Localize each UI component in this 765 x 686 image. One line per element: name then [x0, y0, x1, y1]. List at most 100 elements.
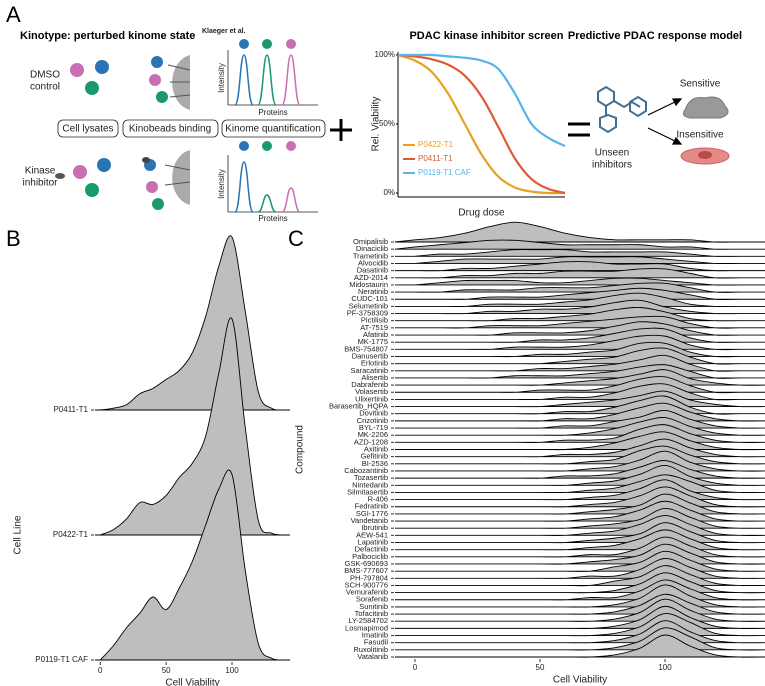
panel-label: B: [6, 226, 21, 251]
y-tick-label: Silmitasertib: [347, 487, 388, 496]
y-tick-label: GSK-690693: [345, 559, 388, 568]
x-tick-label: 50: [162, 666, 171, 675]
x-tick-label: 0: [413, 663, 418, 672]
axis-label: Proteins: [258, 214, 287, 223]
chart-title: PDAC kinase inhibitor screen: [409, 30, 563, 42]
legend-label: P0119-T1 CAF: [418, 168, 471, 177]
panel-label: C: [288, 226, 304, 251]
step-box: [221, 119, 326, 138]
y-tick-label: Neratinib: [358, 287, 388, 296]
step-label: Kinome quantification: [225, 124, 321, 135]
arrows: [647, 98, 683, 145]
y-tick-label: Sunitinib: [359, 602, 388, 611]
ridge: [395, 307, 765, 322]
panel-label: A: [6, 2, 21, 27]
ridge: [395, 256, 765, 265]
y-axis-label: Rel. Viability: [371, 97, 382, 152]
y-tick-label: Tofacitinib: [355, 609, 388, 618]
y-tick-label: AZD-1208: [354, 437, 388, 446]
y-tick-label: Ibrutinib: [361, 523, 388, 532]
y-tick-label: Vemurafenib: [346, 588, 388, 597]
y-tick-label: Alisertib: [361, 373, 388, 382]
ridge: [395, 261, 765, 272]
y-tick-label: 0%: [383, 188, 395, 197]
ridge: [95, 469, 290, 661]
y-tick-label: AZD-2014: [354, 273, 388, 282]
y-tick-label: LY-2584702: [348, 616, 388, 625]
y-tick-label: P0422-T1: [53, 530, 89, 539]
ridge: [395, 287, 765, 301]
line-series: [397, 53, 566, 195]
y-tick-label: Gefitinib: [360, 452, 388, 461]
ridge: [395, 292, 765, 308]
ridge: [395, 282, 765, 293]
y-tick-label: Ulixertinib: [355, 394, 388, 403]
y-tick-label: AT-7519: [360, 323, 388, 332]
x-axis-label: Drug dose: [458, 208, 505, 219]
y-tick-label: Barasertib_HQPA: [329, 402, 388, 411]
kinotype-title: Kinotype: perturbed kinome state: [20, 30, 195, 42]
y-tick-label: Erlotinib: [361, 359, 388, 368]
axis-label: Proteins: [258, 108, 287, 117]
y-tick-label: PH-797804: [350, 573, 388, 582]
y-tick-label: Pictilisib: [361, 316, 388, 325]
y-tick-label: BYL-719: [359, 423, 388, 432]
y-tick-label: 100%: [375, 50, 395, 59]
x-tick-label: 100: [658, 663, 672, 672]
step-label: Cell lysates: [62, 124, 113, 135]
row-label: inhibitor: [22, 178, 58, 189]
ridge: [395, 299, 765, 315]
y-tick-label: BMS-777607: [344, 566, 388, 575]
y-tick-label: Selumetinib: [349, 301, 388, 310]
y-tick-label: Vandetanib: [351, 516, 388, 525]
y-tick-label: R-406: [368, 495, 388, 504]
y-tick-label: Fedratinib: [355, 502, 388, 511]
y-tick-label: Cabozantinib: [344, 466, 388, 475]
y-tick-label: Crizotinib: [357, 416, 388, 425]
y-tick-label: Lapatinib: [358, 538, 388, 547]
y-tick-label: MK-1775: [358, 337, 388, 346]
model-text: Unseen: [595, 148, 629, 159]
line-series: [397, 53, 566, 195]
equals-sign: [568, 122, 590, 137]
ridge: [394, 239, 765, 250]
ridge: [395, 315, 765, 329]
ridge: [395, 364, 765, 379]
y-tick-label: BMS-754807: [344, 344, 388, 353]
cell-nucleus: [698, 151, 712, 159]
y-tick-label: Dinaciclib: [356, 244, 388, 253]
ridge: [95, 235, 290, 411]
y-tick-label: Nintedanib: [352, 480, 388, 489]
y-tick-label: Tozasertib: [354, 473, 388, 482]
y-tick-label: Dasatinib: [357, 266, 388, 275]
y-tick-label: Axitinib: [364, 444, 388, 453]
y-tick-label: BI-2536: [362, 459, 388, 468]
step-box: [122, 119, 219, 138]
row-label: control: [30, 82, 60, 93]
molecule-icon: [597, 85, 647, 134]
y-tick-label: Fasudil: [364, 638, 389, 647]
y-tick-label: Danusertib: [352, 351, 388, 360]
y-tick-label: Dabrafenib: [351, 380, 388, 389]
y-tick-label: P0119-T1 CAF: [35, 655, 88, 664]
step-label: Kinobeads binding: [129, 124, 211, 135]
y-tick-label: 50%: [379, 119, 395, 128]
y-tick-label: Sorafenib: [356, 595, 388, 604]
model-text: inhibitors: [592, 160, 632, 171]
y-tick-label: Imatinib: [362, 631, 388, 640]
y-tick-label: Vatalanib: [357, 652, 388, 661]
model-text: Sensitive: [680, 79, 721, 90]
row-label: Kinase: [25, 166, 56, 177]
x-axis-label: Cell Viability: [165, 678, 219, 686]
y-tick-label: Trametinib: [353, 251, 388, 260]
y-tick-label: Dovitinib: [359, 409, 388, 418]
y-tick-label: Defactinib: [355, 545, 388, 554]
y-tick-label: Volasertib: [355, 387, 388, 396]
row-label: DMSO: [30, 70, 60, 81]
cell-icon: [682, 96, 729, 119]
y-tick-label: Palbociclib: [352, 552, 388, 561]
axis-label: Intensity: [217, 169, 226, 199]
legend-label: P0411-T1: [418, 154, 453, 163]
